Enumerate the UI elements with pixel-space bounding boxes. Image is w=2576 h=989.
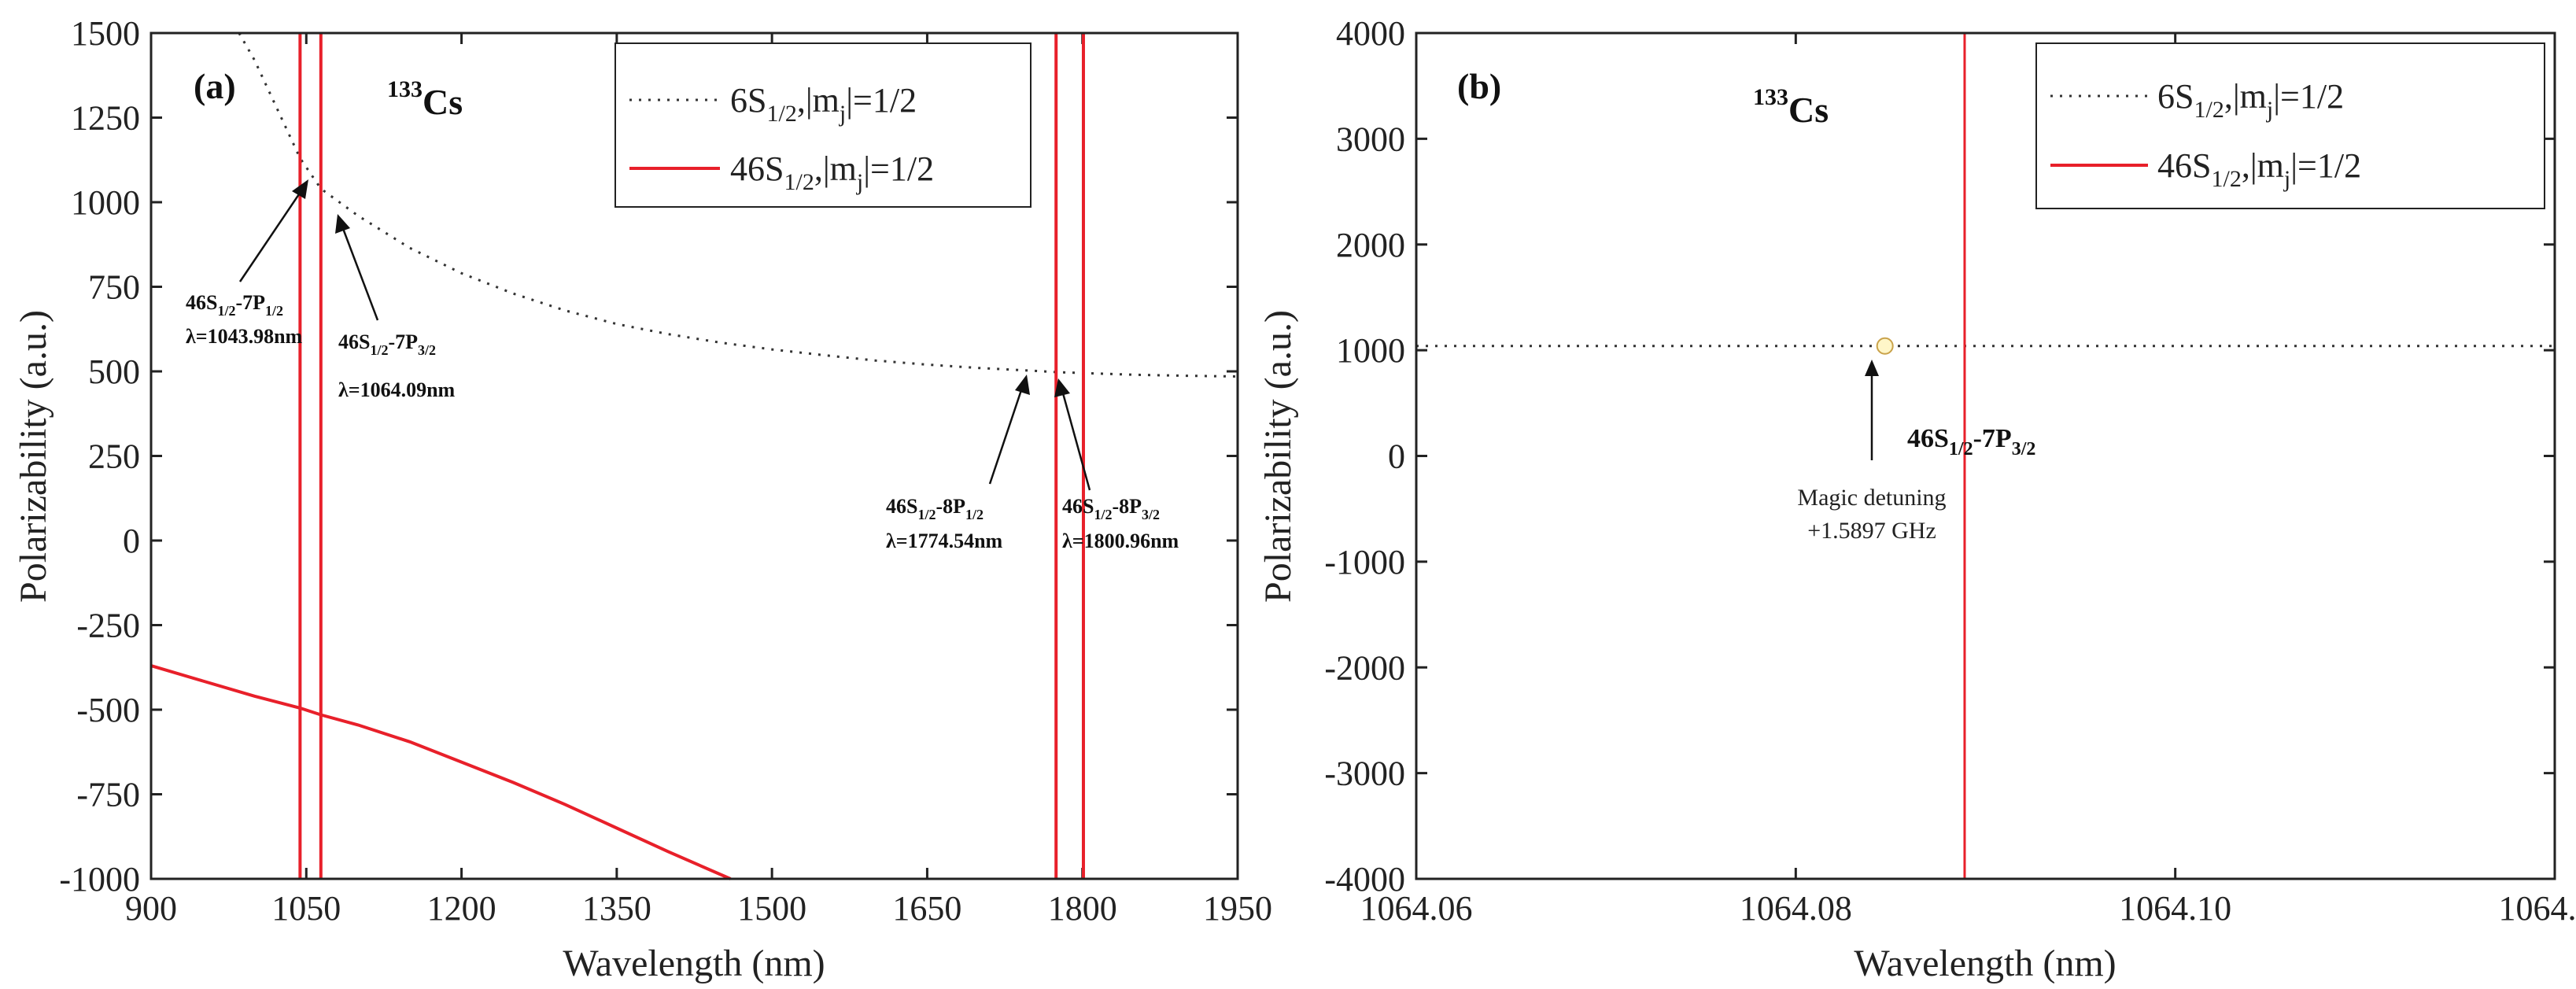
panel-b-ytick-label: -1000 [1324,543,1405,581]
panel-b-ytick-label: 2000 [1336,226,1405,264]
panel-b-ytick-label: -2000 [1324,648,1405,687]
panel-a-ytick-label: -1000 [59,860,140,899]
panel-b-ylabel: Polarizability (a.u.) [1257,310,1299,603]
panel-a-ytick-label: 750 [88,268,140,307]
panel-a-annotation-1: 46S1/2-7P1/2 λ=1043.98nm [186,179,308,348]
panel-a-xtick-label: 1500 [737,889,806,928]
panel-a-series-1-line [238,32,1238,378]
panel-a-isotope-mass: 133 [387,76,423,102]
panel-b-xtick-label: 1064.10 [2119,889,2231,928]
panel-a-xtick-label: 1350 [582,889,651,928]
annotation-lambda-1: λ=1043.98nm [186,325,303,348]
panel-a-series [150,32,1238,880]
panel-b-legend-box [2035,42,2545,209]
panel-a-legend-entry-1: 6S1/2,|mj|=1/2 [730,81,917,127]
panel-a-xtick-label: 1200 [427,889,496,928]
panel-a-ytick-label: 0 [123,522,140,560]
annotation-lambda-2: λ=1064.09nm [338,378,456,401]
panel-a-isotope-element: Cs [423,82,463,122]
panel-b-resonance-label: 46S1/2-7P3/2 [1907,424,2035,459]
panel-b-xlabel: Wavelength (nm) [1854,943,2116,984]
panel-a-ytick-label: -500 [76,691,140,729]
panel-b-ytick-label: 0 [1388,437,1405,476]
panel-a-xtick-label: 1050 [271,889,341,928]
panel-a-ytick-label: 500 [88,352,140,391]
panel-a-series-2-line [150,664,732,880]
panel-a-annotation-2: 46S1/2-7P3/2 λ=1064.09nm [335,214,456,401]
panel-a-xtick-label: 1650 [892,889,961,928]
annotation-lambda-4: λ=1800.96nm [1062,530,1179,552]
panel-a-annotation-4: 46S1/2-8P3/2 λ=1800.96nm [1054,378,1179,552]
panel-a-xlabel: Wavelength (nm) [563,943,825,984]
panel-a-frame [149,31,1239,880]
panel-a-legend-box [614,42,1032,208]
annotation-transition-2: 46S1/2-7P3/2 [338,330,436,358]
panel-b-series [1416,33,2555,879]
panel-b-ytick-label: -3000 [1324,755,1405,793]
panel-b-isotope: 133Cs [1753,84,1829,130]
panel-a-ytick-label: -250 [76,607,140,645]
panel-a-ytick-label: 1500 [71,14,140,53]
panel-b-ytick-label: -4000 [1324,860,1405,899]
panel-b-label: (b) [1457,66,1501,106]
panel-a-xtick-label: 1800 [1048,889,1117,928]
panel-a-ytick-label: 250 [88,437,140,476]
panel-b-xtick-label: 1064.08 [1740,889,1852,928]
annotation-transition-4: 46S1/2-8P3/2 [1062,495,1160,522]
panel-a-legend-entry-2: 46S1/2,|mj|=1/2 [730,149,934,195]
panel-b: 1064.06 1064.08 1064.10 1064.12 -4000 -3000 -2… [1257,14,2576,984]
panel-b-magic-annotation: Magic detuning +1.5897 GHz [1797,360,1947,544]
panel-a-annotation-3: 46S1/2-8P1/2 λ=1774.54nm [886,375,1030,552]
panel-b-magic-point [1876,337,1894,355]
panel-b-isotope-mass: 133 [1753,84,1788,110]
panel-a-ytick-label: -750 [76,776,140,814]
panel-b-legend: 6S1/2,|mj|=1/2 46S1/2,|mj|=1/2 [2035,42,2545,209]
panel-b-isotope-element: Cs [1788,90,1829,130]
panel-b-xtick-label: 1064.12 [2499,889,2576,928]
panel-a: 900 1050 1200 1350 1500 1650 1800 1950 -1000 -750… [13,14,1272,984]
annotation-transition-1: 46S1/2-7P1/2 [186,291,283,319]
panel-b-frame [1415,31,2556,880]
panel-b-ytick-label: 1000 [1336,331,1405,370]
magic-detuning-text: Magic detuning [1797,485,1946,511]
annotation-transition-3: 46S1/2-8P1/2 [886,495,984,522]
panel-b-ytick-label: 4000 [1336,14,1405,53]
panel-b-ticks: 1064.06 1064.08 1064.10 1064.12 -4000 -3000 -2… [1324,14,2576,928]
panel-b-ytick-label: 3000 [1336,120,1405,158]
panel-b-legend-entry-2: 46S1/2,|mj|=1/2 [2157,146,2361,192]
panel-a-ytick-label: 1000 [71,183,140,222]
panel-a-label: (a) [194,66,236,106]
annotation-lambda-3: λ=1774.54nm [886,530,1003,552]
panel-b-xtick-label: 1064.06 [1360,889,1473,928]
panel-a-xtick-label: 1950 [1203,889,1272,928]
panel-a-ticks: 900 1050 1200 1350 1500 1650 1800 1950 -1000 -750… [59,14,1272,928]
magic-detuning-value: +1.5897 GHz [1807,518,1936,544]
panel-a-xtick-label: 900 [125,889,177,928]
panel-a-ylabel: Polarizability (a.u.) [13,310,54,603]
panel-b-legend-entry-1: 6S1/2,|mj|=1/2 [2157,77,2344,123]
panel-a-legend: 6S1/2,|mj|=1/2 46S1/2,|mj|=1/2 [614,42,1032,208]
panel-a-ytick-label: 1250 [71,99,140,138]
panel-a-isotope: 133Cs [387,76,463,122]
